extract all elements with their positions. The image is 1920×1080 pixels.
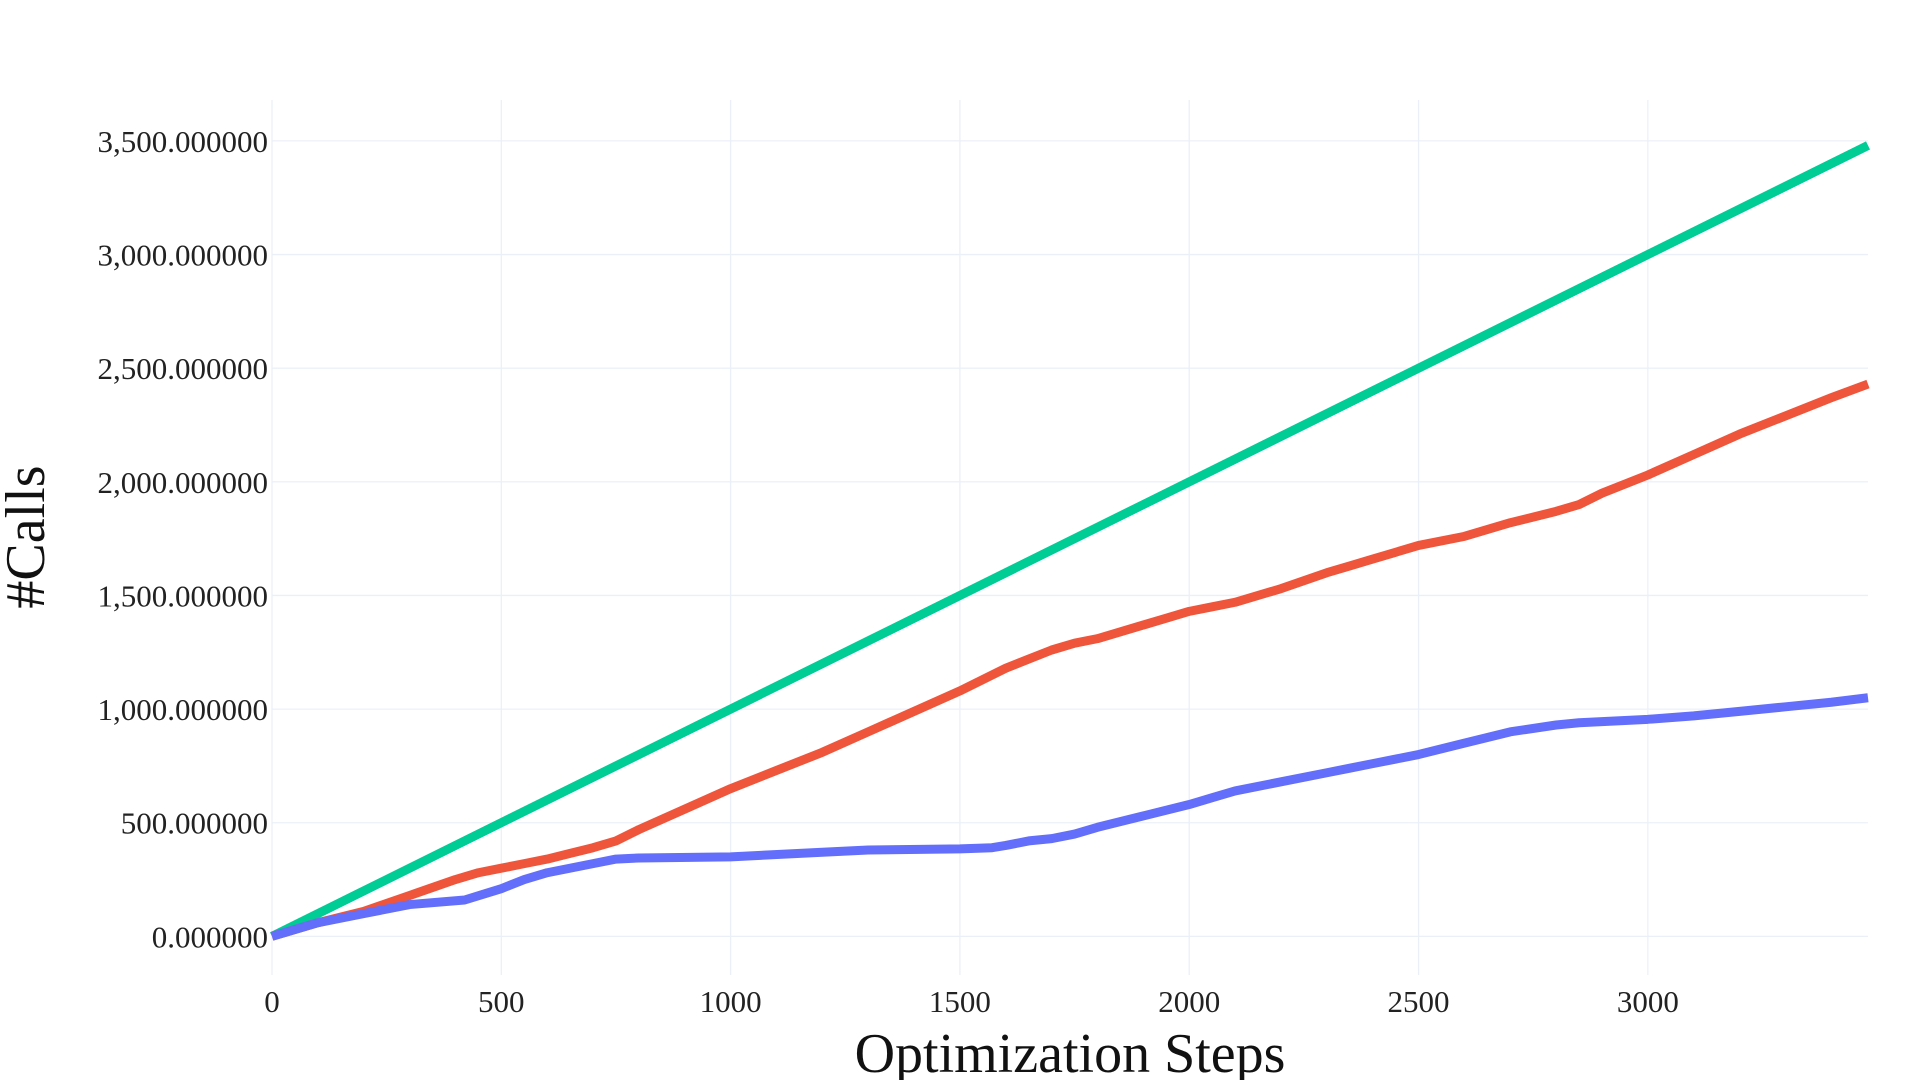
series-line-1	[270, 141, 1870, 941]
y-tick-label: 2,000.000000	[98, 465, 269, 500]
x-tick-label: 3000	[1617, 984, 1679, 1019]
y-tick-label: 1,000.000000	[98, 692, 269, 727]
series-layer	[270, 141, 1870, 941]
x-tick-label: 1500	[929, 984, 991, 1019]
series-line-2	[270, 379, 1870, 941]
y-tick-label: 3,000.000000	[98, 238, 269, 273]
y-axis-title: #Calls	[0, 465, 57, 608]
y-tick-label: 3,500.000000	[98, 124, 269, 159]
x-tick-label: 1000	[700, 984, 762, 1019]
x-tick-label: 2000	[1158, 984, 1220, 1019]
x-tick-labels: 0 500 1000 1500 2000 2500 3000	[264, 984, 1679, 1019]
y-tick-label: 1,500.000000	[98, 578, 269, 613]
y-tick-label: 0.000000	[152, 919, 268, 954]
series-line-3	[270, 693, 1869, 941]
y-tick-label: 2,500.000000	[98, 351, 269, 386]
grid-layer	[271, 100, 1868, 975]
x-tick-label: 500	[478, 984, 525, 1019]
x-tick-label: 0	[264, 984, 280, 1019]
y-tick-labels: 0.000000 500.000000 1,000.000000 1,500.0000…	[98, 124, 269, 954]
x-axis-title: Optimization Steps	[855, 1023, 1286, 1080]
y-tick-label: 500.000000	[121, 806, 268, 841]
x-tick-label: 2500	[1388, 984, 1450, 1019]
